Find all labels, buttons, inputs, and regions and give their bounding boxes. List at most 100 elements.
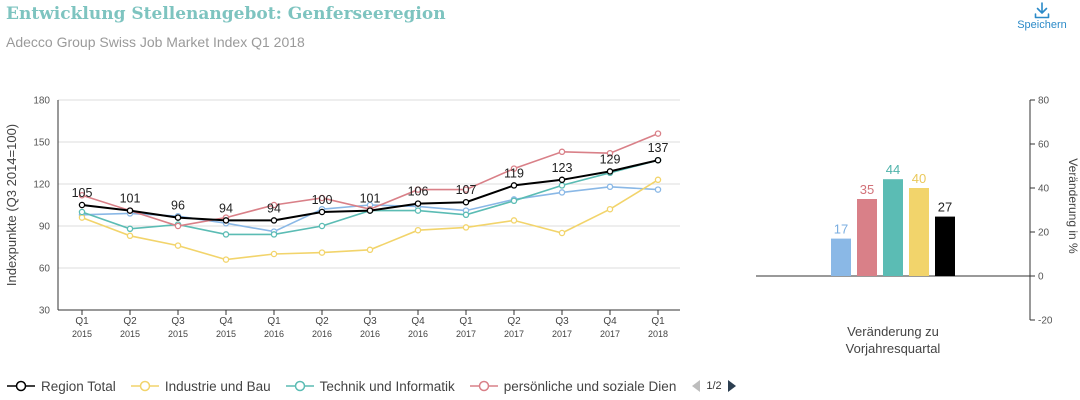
chart-canvas: 30 60 90 120 150 180 Q1 2015 Q2 2015 Q3 2015 Q4 2015 Q… — [4, 96, 1080, 357]
x-tick-label: Q4 — [603, 316, 617, 327]
x-tick-label: Q1 — [651, 316, 665, 327]
y-tick-label: 150 — [33, 138, 50, 149]
data-point — [318, 194, 326, 202]
data-point — [270, 250, 278, 258]
data-point — [606, 149, 614, 157]
x-tick-label: Q1 — [267, 316, 281, 327]
data-label: 105 — [72, 186, 93, 200]
bar-x-axis-title: Vorjahresquartal — [846, 341, 941, 356]
data-point — [222, 231, 230, 238]
data-label: 94 — [219, 201, 233, 215]
data-point — [174, 222, 182, 230]
x-tick-label: Q2 — [315, 316, 329, 327]
data-point — [462, 224, 470, 231]
legend-label: Technik und Informatik — [319, 378, 455, 394]
data-point — [366, 246, 374, 254]
bar — [857, 199, 877, 276]
data-point — [510, 217, 518, 224]
data-point — [606, 183, 614, 191]
bar — [909, 188, 929, 276]
bar — [935, 216, 955, 276]
bar-y-axis-title: Veränderung in % — [1066, 158, 1080, 254]
x-tick-year-label: 2018 — [648, 329, 668, 339]
data-point — [510, 182, 518, 189]
legend-prev-arrow-icon[interactable] — [692, 380, 701, 392]
data-point — [558, 148, 566, 156]
bar — [883, 179, 903, 276]
data-label: 96 — [171, 199, 185, 213]
data-point — [462, 186, 470, 193]
legend-item-persoenliche-und-soziale-dienste[interactable]: persönliche und soziale Dien — [469, 378, 677, 394]
x-tick-label: Q1 — [75, 316, 89, 327]
bar-y-tick-label: 20 — [1038, 228, 1050, 239]
x-tick-label: Q2 — [123, 316, 137, 327]
x-tick-label: Q4 — [411, 316, 425, 327]
bar-y-tick-label: 0 — [1038, 272, 1044, 283]
x-tick-year-label: 2016 — [312, 329, 332, 339]
data-point — [174, 242, 182, 249]
y-tick-label: 90 — [39, 222, 51, 233]
data-point — [654, 186, 662, 193]
data-point — [78, 201, 86, 209]
save-button[interactable]: Speichern — [1012, 2, 1072, 31]
x-tick-label: Q2 — [507, 316, 521, 327]
data-point — [414, 226, 422, 234]
data-point — [654, 176, 662, 184]
data-label: 101 — [120, 192, 141, 206]
bar-y-tick-label: 80 — [1038, 96, 1050, 107]
data-point — [78, 214, 86, 221]
bar — [831, 238, 851, 276]
data-label: 123 — [552, 161, 573, 175]
legend-label: Region Total — [41, 378, 116, 394]
data-label: 107 — [456, 183, 477, 197]
legend-item-industrie-und-bau[interactable]: Industrie und Bau — [130, 379, 271, 394]
y-axis-title: Indexpunkte (Q3 2014=100) — [4, 124, 19, 286]
bar-value-label: 27 — [938, 200, 952, 215]
x-tick-label: Q3 — [555, 316, 569, 327]
data-label: 94 — [267, 201, 281, 215]
data-point — [510, 197, 518, 205]
legend-item-region-total[interactable]: Region Total — [6, 379, 116, 394]
data-point — [126, 207, 134, 214]
data-point — [558, 229, 566, 237]
x-tick-label: Q3 — [171, 316, 185, 327]
legend-next-arrow-icon[interactable] — [727, 380, 736, 392]
legend-marker-icon — [469, 380, 498, 392]
data-point — [414, 186, 422, 193]
data-point — [270, 217, 278, 224]
x-tick-year-label: 2015 — [72, 329, 92, 339]
bar-y-tick-label: -20 — [1038, 316, 1053, 327]
data-point — [558, 176, 566, 184]
data-point — [462, 211, 470, 219]
data-point — [510, 165, 518, 172]
data-point — [606, 168, 614, 175]
data-point — [78, 191, 86, 199]
data-point — [414, 207, 422, 214]
data-point — [414, 200, 422, 207]
legend-item-technik-und-informatik[interactable]: Technik und Informatik — [285, 379, 455, 394]
x-tick-year-label: 2016 — [360, 329, 380, 339]
x-tick-label: Q1 — [459, 316, 473, 327]
data-point — [366, 207, 374, 214]
save-label: Speichern — [1017, 19, 1067, 31]
data-point — [654, 156, 662, 164]
bar-value-label: 44 — [886, 162, 900, 177]
data-point — [606, 205, 614, 213]
data-label: 137 — [648, 141, 669, 155]
x-tick-year-label: 2017 — [552, 329, 572, 339]
data-point — [270, 231, 278, 238]
bar-value-label: 35 — [860, 182, 874, 197]
data-label: 106 — [408, 185, 429, 199]
data-point — [318, 249, 326, 256]
legend: Region Total Industrie und Bau Technik u… — [6, 376, 736, 396]
data-label: 100 — [312, 193, 333, 207]
legend-label: persönliche und soziale Dien — [503, 378, 677, 394]
legend-marker-icon — [7, 380, 35, 392]
x-tick-year-label: 2017 — [504, 329, 524, 339]
legend-marker-icon — [285, 380, 314, 392]
data-point — [126, 232, 134, 240]
x-tick-year-label: 2017 — [600, 329, 620, 339]
data-point — [78, 208, 86, 216]
legend-label: Industrie und Bau — [164, 378, 271, 394]
y-tick-label: 30 — [39, 306, 51, 317]
